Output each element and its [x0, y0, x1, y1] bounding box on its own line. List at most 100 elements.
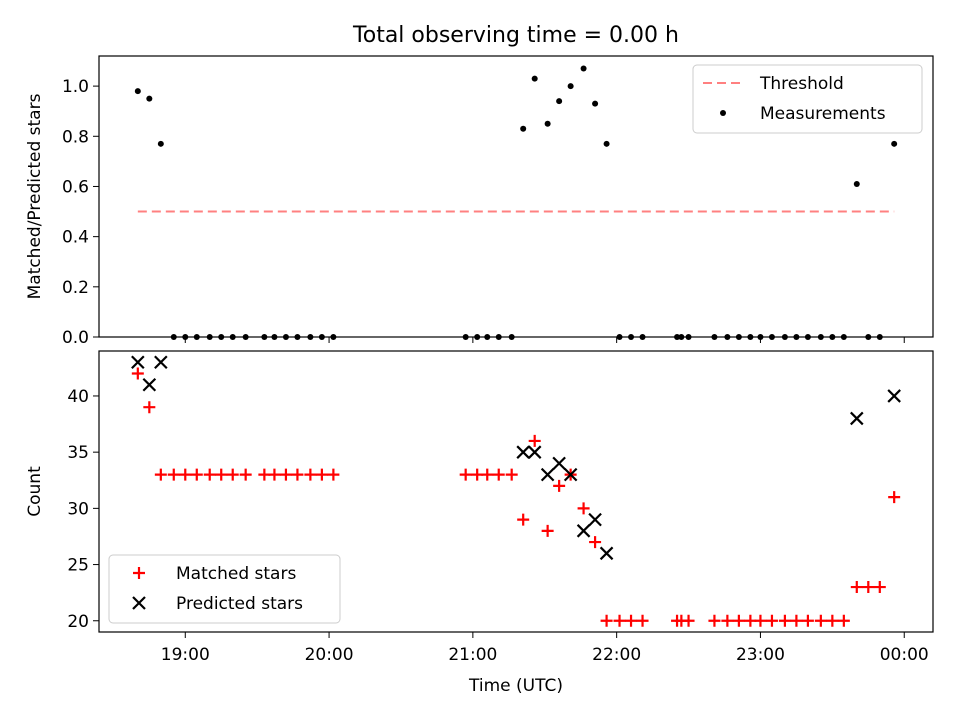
- x-tick-label: 23:00: [736, 645, 785, 665]
- measurement-point: [134, 88, 141, 95]
- matched-star-point: [589, 536, 602, 549]
- y-tick-label: 25: [67, 556, 89, 576]
- measurement-point: [724, 334, 731, 340]
- legend-measurements-swatch: [720, 110, 726, 116]
- legend-predicted-swatch: [132, 596, 146, 610]
- matched-star-point: [778, 614, 791, 627]
- measurement-point: [865, 334, 872, 340]
- y-tick-label: 0.4: [62, 228, 89, 248]
- measurement-point: [484, 334, 491, 340]
- y-tick-label: 0.2: [62, 278, 89, 298]
- plot-frame: [98, 55, 934, 338]
- predicted-star-point: [552, 456, 566, 471]
- measurement-point: [603, 140, 610, 147]
- plot-frame: [98, 350, 934, 633]
- y-tick-label: 30: [67, 499, 89, 519]
- measurement-point: [876, 334, 883, 340]
- measurement-point: [242, 334, 249, 340]
- matched-star-point: [708, 614, 721, 627]
- predicted-star-point: [576, 524, 591, 538]
- measurement-point: [616, 334, 623, 340]
- measurement-point: [735, 334, 742, 340]
- y-tick-label: 0.0: [62, 328, 89, 348]
- measurement-point: [711, 334, 718, 340]
- measurement-point: [592, 100, 599, 107]
- matched-star-point: [528, 434, 541, 447]
- measurement-point: [628, 334, 635, 340]
- measurement-point: [193, 334, 200, 340]
- predicted-star-point: [887, 389, 901, 403]
- measurement-point: [206, 334, 213, 340]
- matched-star-point: [790, 614, 803, 627]
- predicted-star-point: [131, 355, 145, 370]
- measurement-point: [157, 140, 164, 147]
- matched-star-point: [801, 614, 814, 627]
- matched-star-point: [179, 468, 192, 481]
- matched-star-point: [492, 468, 505, 481]
- measurement-point: [757, 334, 764, 340]
- matched-star-point: [873, 581, 886, 594]
- matched-star-point: [154, 468, 167, 481]
- predicted-star-point: [154, 355, 168, 370]
- matched-star-point: [131, 367, 144, 380]
- predicted-star-point: [540, 467, 555, 482]
- measurement-point: [282, 334, 289, 340]
- matched-star-point: [814, 614, 827, 627]
- matched-star-point: [636, 614, 649, 627]
- matched-star-point: [167, 468, 180, 481]
- measurement-point: [768, 334, 775, 340]
- legend-measurements-label: Measurements: [760, 104, 886, 124]
- y-axis-label: Count: [25, 466, 45, 517]
- matched-star-point: [732, 614, 745, 627]
- measurement-point: [520, 125, 527, 132]
- measurement-point: [294, 334, 301, 340]
- legend-matched-swatch: [133, 567, 145, 579]
- measurement-point: [567, 83, 574, 90]
- matched-star-point: [239, 468, 252, 481]
- y-tick-label: 0.6: [62, 177, 89, 197]
- measurement-point: [307, 334, 314, 340]
- measurement-point: [747, 334, 754, 340]
- matched-star-point: [505, 468, 518, 481]
- matched-star-point: [226, 468, 239, 481]
- predicted-star-point: [527, 445, 542, 459]
- y-tick-label: 35: [67, 443, 89, 463]
- bottom-panel: 20 25 30 35 40 19:00 20:00 21:00 22:00 23:00 00:00…: [25, 350, 934, 696]
- measurement-point: [182, 334, 189, 340]
- measurement-point: [330, 334, 337, 340]
- matched-star-point: [600, 614, 613, 627]
- matched-star-point: [143, 401, 156, 414]
- measurement-point: [508, 334, 515, 340]
- measurement-point: [474, 334, 481, 340]
- legend-box: [692, 64, 923, 134]
- matched-star-point: [625, 614, 638, 627]
- matched-star-point: [837, 614, 850, 627]
- measurement-point: [229, 334, 236, 340]
- matched-star-point: [888, 491, 901, 504]
- measurement-point: [639, 334, 646, 340]
- matched-star-point: [459, 468, 472, 481]
- measurement-point: [271, 334, 278, 340]
- predicted-star-point: [516, 445, 530, 459]
- legend-matched-label: Matched stars: [176, 564, 296, 584]
- matched-star-point: [203, 468, 216, 481]
- predicted-star-point: [588, 512, 602, 527]
- x-axis-label: Time (UTC): [468, 676, 563, 696]
- measurement-point: [146, 95, 153, 102]
- matched-star-point: [304, 468, 317, 481]
- predicted-star-point: [599, 546, 614, 561]
- y-axis-label: Matched/Predicted stars: [25, 93, 45, 299]
- matched-star-point: [481, 468, 494, 481]
- legend-predicted-label: Predicted stars: [176, 594, 303, 614]
- measurement-point: [891, 140, 898, 147]
- x-tick-label: 21:00: [448, 645, 497, 665]
- x-tick-label: 22:00: [592, 645, 641, 665]
- measurement-point: [580, 65, 587, 72]
- measurement-point: [462, 334, 469, 340]
- matched-star-point: [765, 614, 778, 627]
- matched-star-point: [215, 468, 228, 481]
- predicted-star-point: [563, 467, 578, 482]
- measurement-point: [793, 334, 800, 340]
- matched-star-point: [613, 614, 626, 627]
